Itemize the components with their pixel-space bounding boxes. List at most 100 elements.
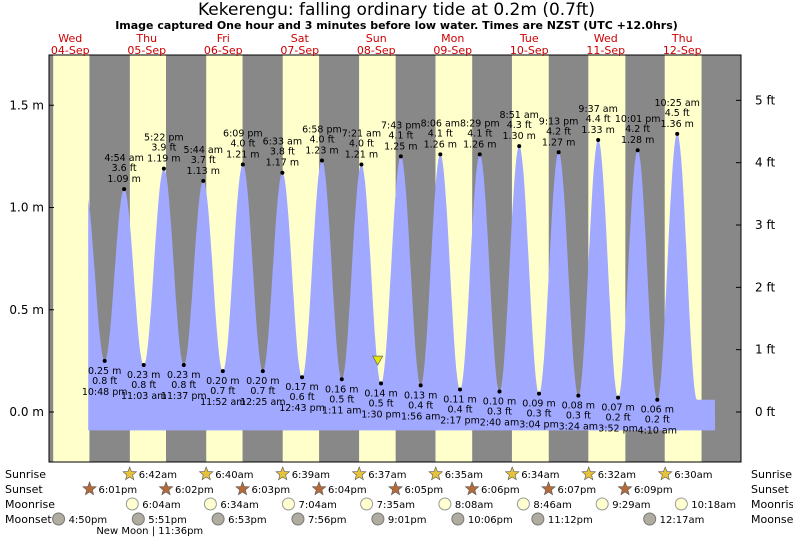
day-date: 04-Sep bbox=[51, 44, 90, 57]
moonset-icon bbox=[211, 512, 225, 526]
high-tide-time: 7:21 am bbox=[342, 129, 381, 140]
high-tide-metres: 1.17 m bbox=[266, 158, 299, 169]
high-tide-feet: 4.0 ft bbox=[309, 134, 334, 145]
low-tide-time: 10:48 pm bbox=[82, 387, 128, 398]
high-tide-point bbox=[161, 166, 166, 171]
day-name: Thu bbox=[671, 32, 693, 45]
sunset-icon bbox=[82, 481, 98, 496]
low-tide-metres: 0.09 m bbox=[522, 399, 555, 410]
moonset-time: 4:50pm bbox=[69, 515, 108, 526]
low-tide-point bbox=[616, 395, 621, 400]
day-date: 07-Sep bbox=[280, 44, 319, 57]
high-tide-metres: 1.21 m bbox=[345, 150, 378, 161]
high-tide-time: 10:25 am bbox=[654, 98, 699, 109]
low-tide-feet: 0.7 ft bbox=[210, 386, 235, 397]
day-date: 05-Sep bbox=[127, 44, 166, 57]
low-tide-metres: 0.11 m bbox=[443, 395, 476, 406]
high-tide-time: 8:29 pm bbox=[460, 118, 500, 129]
high-tide-point bbox=[635, 148, 640, 153]
high-tide-metres: 1.26 m bbox=[463, 139, 496, 150]
sunset-icon bbox=[617, 481, 633, 496]
sunrise-icon bbox=[198, 466, 214, 481]
high-tide-time: 6:58 pm bbox=[302, 124, 342, 135]
left-tick-label: 1.0 m bbox=[9, 201, 44, 215]
low-tide-time: 2:17 pm bbox=[440, 416, 480, 427]
low-tide-feet: 0.8 ft bbox=[92, 376, 117, 387]
low-tide-point bbox=[141, 362, 146, 367]
chart-title: Kekerengu: falling ordinary tide at 0.2m… bbox=[198, 0, 595, 20]
day-date: 09-Sep bbox=[433, 44, 472, 57]
high-tide-metres: 1.25 m bbox=[384, 141, 417, 152]
high-tide-metres: 1.23 m bbox=[305, 145, 338, 156]
sunset-time: 6:02pm bbox=[175, 485, 214, 496]
moonrise-time: 8:08am bbox=[455, 500, 493, 511]
sunset-icon bbox=[464, 481, 480, 496]
sunset-time: 6:04pm bbox=[328, 485, 367, 496]
moonrise-icon bbox=[438, 497, 452, 511]
moonset-time: 10:06pm bbox=[468, 515, 513, 526]
high-tide-time: 8:51 am bbox=[499, 110, 538, 121]
high-tide-time: 10:01 pm bbox=[615, 114, 661, 125]
moonrise-icon bbox=[674, 497, 688, 511]
sunrise-time: 6:37am bbox=[368, 470, 406, 481]
high-tide-metres: 1.26 m bbox=[424, 139, 457, 150]
high-tide-time: 7:43 pm bbox=[381, 120, 421, 131]
right-tick-label: 1 ft bbox=[755, 343, 775, 357]
low-tide-feet: 0.3 ft bbox=[527, 409, 552, 420]
day-name: Wed bbox=[58, 32, 82, 45]
day-name: Sun bbox=[366, 32, 387, 45]
low-tide-feet: 0.8 ft bbox=[131, 380, 156, 391]
day-name: Thu bbox=[135, 32, 157, 45]
sunrise-icon bbox=[657, 466, 673, 481]
high-tide-time: 6:33 am bbox=[263, 137, 302, 148]
sunrise-icon bbox=[122, 466, 138, 481]
high-tide-point bbox=[517, 144, 522, 149]
day-name: Wed bbox=[594, 32, 618, 45]
new-moon-label: New Moon | 11:36pm bbox=[96, 526, 203, 537]
moonset-icon bbox=[531, 512, 545, 526]
day-date: 12-Sep bbox=[663, 44, 702, 57]
high-tide-feet: 4.1 ft bbox=[388, 130, 413, 141]
high-tide-metres: 1.09 m bbox=[107, 174, 140, 185]
low-tide-time: 11:37 pm bbox=[161, 391, 207, 402]
high-tide-point bbox=[201, 178, 206, 183]
sunset-time: 6:06pm bbox=[481, 485, 520, 496]
moonrise-time: 9:29am bbox=[612, 500, 650, 511]
low-tide-point bbox=[181, 362, 186, 367]
sunrise-time: 6:39am bbox=[292, 470, 330, 481]
low-tide-time: 11:52 am bbox=[200, 397, 245, 408]
high-tide-feet: 4.1 ft bbox=[467, 128, 492, 139]
high-tide-metres: 1.27 m bbox=[542, 137, 575, 148]
day-date: 08-Sep bbox=[357, 44, 396, 57]
moonset-icon bbox=[52, 512, 66, 526]
moonset-time: 12:17am bbox=[660, 515, 705, 526]
sunrise-time: 6:34am bbox=[521, 470, 559, 481]
sunrise-icon bbox=[428, 466, 444, 481]
high-tide-point bbox=[319, 158, 324, 163]
low-tide-metres: 0.20 m bbox=[206, 376, 239, 387]
moonset-time: 7:56pm bbox=[308, 515, 347, 526]
low-tide-feet: 0.3 ft bbox=[566, 411, 591, 422]
low-tide-metres: 0.07 m bbox=[601, 403, 634, 414]
low-tide-point bbox=[537, 391, 542, 396]
low-tide-point bbox=[458, 387, 463, 392]
low-tide-point bbox=[339, 377, 344, 382]
low-tide-feet: 0.8 ft bbox=[171, 380, 196, 391]
sunset-time: 6:07pm bbox=[558, 485, 597, 496]
high-tide-time: 5:44 am bbox=[184, 145, 223, 156]
astro-row-label-right: Sunset bbox=[751, 483, 789, 496]
moonset-icon bbox=[643, 512, 657, 526]
high-tide-time: 9:37 am bbox=[578, 104, 617, 115]
low-tide-point bbox=[418, 383, 423, 388]
current-tide-marker bbox=[372, 355, 384, 366]
low-tide-feet: 0.7 ft bbox=[250, 386, 275, 397]
sunrise-icon bbox=[351, 466, 367, 481]
sunset-time: 6:05pm bbox=[405, 485, 444, 496]
low-tide-feet: 0.4 ft bbox=[408, 400, 433, 411]
high-tide-point bbox=[477, 152, 482, 157]
high-tide-feet: 4.3 ft bbox=[507, 120, 532, 131]
moonrise-time: 8:46am bbox=[533, 500, 571, 511]
sunrise-icon bbox=[581, 466, 597, 481]
high-tide-metres: 1.28 m bbox=[621, 135, 654, 146]
